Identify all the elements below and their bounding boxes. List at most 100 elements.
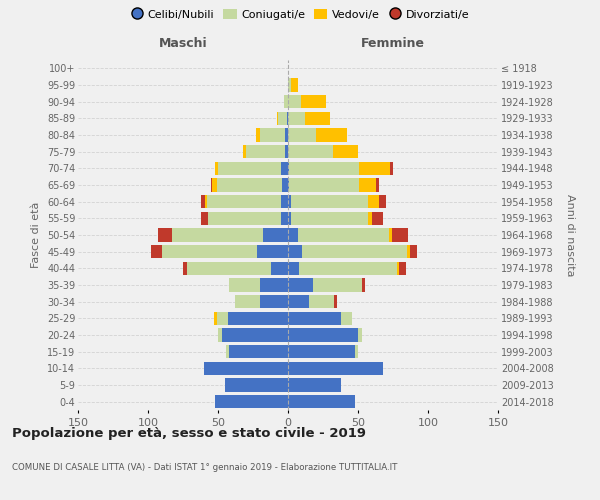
Bar <box>212 178 217 192</box>
Bar <box>288 328 358 342</box>
Bar <box>288 245 302 258</box>
Bar <box>278 112 287 125</box>
Bar <box>392 228 409 241</box>
Bar <box>309 295 334 308</box>
Bar <box>390 162 393 175</box>
Bar <box>277 112 278 125</box>
Bar <box>291 212 368 225</box>
Text: Maschi: Maschi <box>158 37 208 50</box>
Bar <box>222 328 288 342</box>
Bar <box>214 312 217 325</box>
Bar <box>288 212 291 225</box>
Bar <box>281 162 288 175</box>
Bar <box>229 345 288 358</box>
Bar <box>246 145 285 158</box>
Bar <box>334 295 337 308</box>
Bar <box>368 212 372 225</box>
Bar <box>271 262 288 275</box>
Bar <box>162 245 257 258</box>
Bar <box>256 128 260 141</box>
Bar <box>358 328 362 342</box>
Bar <box>289 162 359 175</box>
Bar <box>187 262 271 275</box>
Bar <box>172 228 263 241</box>
Bar <box>288 278 313 291</box>
Bar <box>225 378 288 392</box>
Bar <box>288 128 316 141</box>
Y-axis label: Anni di nascita: Anni di nascita <box>565 194 575 276</box>
Bar <box>398 262 406 275</box>
Bar <box>151 245 162 258</box>
Bar <box>281 212 288 225</box>
Bar <box>341 312 352 325</box>
Bar <box>397 262 398 275</box>
Bar <box>291 78 298 92</box>
Bar <box>288 262 299 275</box>
Bar <box>372 212 383 225</box>
Bar <box>288 145 333 158</box>
Bar <box>208 212 281 225</box>
Bar <box>285 128 288 141</box>
Bar <box>288 228 298 241</box>
Bar <box>288 378 341 392</box>
Bar <box>291 195 368 208</box>
Bar <box>301 95 326 108</box>
Bar <box>281 195 288 208</box>
Bar <box>305 112 330 125</box>
Bar <box>215 395 288 408</box>
Bar <box>410 245 417 258</box>
Bar <box>217 312 228 325</box>
Y-axis label: Fasce di età: Fasce di età <box>31 202 41 268</box>
Bar <box>226 345 229 358</box>
Bar <box>204 362 288 375</box>
Bar <box>355 345 358 358</box>
Text: Popolazione per età, sesso e stato civile - 2019: Popolazione per età, sesso e stato civil… <box>12 428 366 440</box>
Bar <box>183 262 187 275</box>
Bar <box>260 278 288 291</box>
Bar <box>389 228 392 241</box>
Bar <box>257 245 288 258</box>
Bar <box>362 278 365 291</box>
Bar <box>207 195 281 208</box>
Bar <box>288 162 289 175</box>
Bar <box>218 328 222 342</box>
Bar <box>288 78 291 92</box>
Bar <box>288 178 289 192</box>
Bar <box>288 312 341 325</box>
Bar <box>299 262 397 275</box>
Bar <box>211 178 212 192</box>
Bar <box>217 178 283 192</box>
Bar <box>284 95 288 108</box>
Bar <box>260 128 285 141</box>
Bar <box>228 312 288 325</box>
Text: COMUNE DI CASALE LITTA (VA) - Dati ISTAT 1° gennaio 2019 - Elaborazione TUTTITAL: COMUNE DI CASALE LITTA (VA) - Dati ISTAT… <box>12 462 397 471</box>
Legend: Celibi/Nubili, Coniugati/e, Vedovi/e, Divorziati/e: Celibi/Nubili, Coniugati/e, Vedovi/e, Di… <box>127 6 473 23</box>
Bar <box>288 345 355 358</box>
Bar <box>359 162 390 175</box>
Bar <box>359 178 376 192</box>
Bar <box>218 162 281 175</box>
Bar <box>379 195 386 208</box>
Bar <box>201 212 208 225</box>
Bar <box>376 178 379 192</box>
Bar <box>288 295 309 308</box>
Bar <box>260 295 288 308</box>
Bar <box>368 195 379 208</box>
Bar <box>313 278 362 291</box>
Text: Femmine: Femmine <box>361 37 425 50</box>
Bar <box>298 228 389 241</box>
Bar <box>263 228 288 241</box>
Bar <box>287 112 288 125</box>
Bar <box>243 145 246 158</box>
Bar <box>201 195 205 208</box>
Bar <box>288 395 355 408</box>
Bar <box>235 295 260 308</box>
Bar <box>283 178 288 192</box>
Bar <box>229 278 260 291</box>
Bar <box>333 145 358 158</box>
Bar <box>288 195 291 208</box>
Bar <box>407 245 410 258</box>
Bar <box>285 145 288 158</box>
Bar <box>288 95 301 108</box>
Bar <box>288 112 305 125</box>
